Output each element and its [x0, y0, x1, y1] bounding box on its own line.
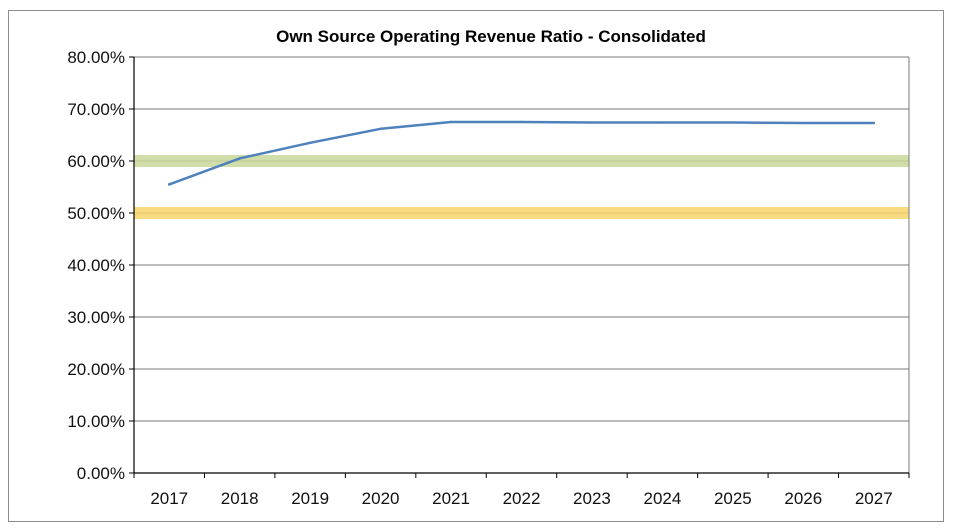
chart-svg: Own Source Operating Revenue Ratio - Con…: [67, 27, 910, 508]
benchmark-band: [134, 155, 909, 167]
x-tick-label: 2024: [643, 489, 681, 508]
data-point: [379, 127, 382, 130]
data-point: [590, 121, 594, 124]
data-point: [872, 121, 875, 125]
y-tick-label: 10.00%: [67, 412, 125, 431]
data-point: [449, 120, 453, 124]
chart-title: Own Source Operating Revenue Ratio - Con…: [276, 27, 706, 46]
data-point: [520, 120, 523, 124]
y-tick-label: 40.00%: [67, 256, 125, 275]
data-point: [661, 121, 664, 124]
data-point: [168, 183, 171, 186]
x-tick-label: 2020: [362, 489, 400, 508]
x-tick-label: 2021: [432, 489, 470, 508]
data-point: [731, 121, 735, 124]
x-tick-label: 2027: [855, 489, 893, 508]
y-tick-label: 80.00%: [67, 48, 125, 67]
x-tick-label: 2019: [291, 489, 329, 508]
y-tick-label: 0.00%: [77, 464, 125, 483]
chart-frame: Own Source Operating Revenue Ratio - Con…: [8, 10, 944, 522]
x-tick-label: 2025: [714, 489, 752, 508]
x-tick-label: 2018: [221, 489, 259, 508]
x-tick-label: 2022: [503, 489, 541, 508]
benchmark-band: [134, 207, 909, 219]
y-tick-label: 20.00%: [67, 360, 125, 379]
y-tick-label: 30.00%: [67, 308, 125, 327]
data-point: [308, 141, 312, 144]
y-tick-label: 70.00%: [67, 100, 125, 119]
y-tick-label: 60.00%: [67, 152, 125, 171]
y-tick-label: 50.00%: [67, 204, 125, 223]
x-tick-label: 2023: [573, 489, 611, 508]
x-tick-label: 2017: [150, 489, 188, 508]
plot-area: 0.00% 10.00% 20.00% 30.00% 40.00% 50.00% 60.00…: [67, 48, 910, 508]
data-point: [802, 121, 805, 125]
data-point: [238, 157, 241, 160]
series-line: [167, 120, 876, 186]
x-tick-label: 2026: [784, 489, 822, 508]
